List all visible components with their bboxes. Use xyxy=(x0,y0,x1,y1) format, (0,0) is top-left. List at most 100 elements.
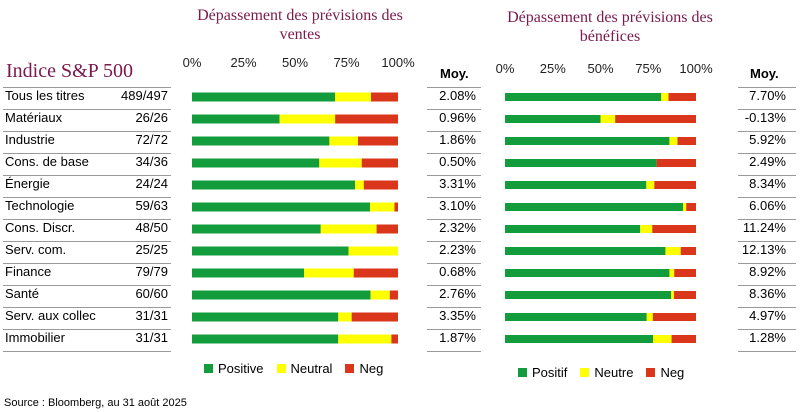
average-value: 1.28% xyxy=(749,330,786,345)
row-label: Finance xyxy=(5,264,52,279)
bar-segment-neutre xyxy=(640,225,653,233)
row-label: Tous les titres xyxy=(5,88,85,103)
bar-segment-neutral xyxy=(369,202,395,212)
legend-label: Neg xyxy=(660,365,685,380)
legend-swatch xyxy=(646,368,656,377)
average-divider xyxy=(738,175,796,176)
bar-segment-neutral xyxy=(338,334,392,344)
bar-segment-positive xyxy=(192,114,280,124)
bar-segment-neutral xyxy=(338,312,352,322)
bar-segment-positive xyxy=(192,224,321,234)
x-tick-label: 0% xyxy=(182,55,202,70)
bar-segment-neg xyxy=(361,158,398,168)
bar-segment-neg xyxy=(363,180,398,190)
legend-label: Neutral xyxy=(290,361,333,376)
row-count: 48/50 xyxy=(135,220,168,235)
row-label: Immobilier xyxy=(5,330,65,345)
stacked-bar-plot xyxy=(192,92,398,344)
bar-segment-neutre xyxy=(600,115,616,123)
row-divider xyxy=(3,351,171,352)
x-tick-label: 75% xyxy=(635,61,662,76)
bar-segment-neg xyxy=(668,93,696,101)
average-value: 12.13% xyxy=(741,242,786,257)
bar-segment-neutre xyxy=(665,247,681,255)
bar-segment-positive xyxy=(192,92,336,102)
average-divider xyxy=(738,153,796,154)
legend-item: Neutre xyxy=(580,365,633,380)
average-divider xyxy=(427,109,481,110)
row-count: 25/25 xyxy=(135,242,168,257)
row-label: Santé xyxy=(5,286,39,301)
bar-segment-positif xyxy=(505,115,601,123)
row-divider xyxy=(3,285,171,286)
average-value: 3.10% xyxy=(439,198,476,213)
bar-segment-neg xyxy=(391,334,398,344)
x-tick-label: 25% xyxy=(230,55,257,70)
average-divider xyxy=(738,329,796,330)
average-value: 2.76% xyxy=(439,286,476,301)
legend-label: Positive xyxy=(218,361,264,376)
row-divider xyxy=(3,153,171,154)
bar-segment-positive xyxy=(192,312,339,322)
average-value: 2.32% xyxy=(439,220,476,235)
row-divider xyxy=(3,131,171,132)
average-divider xyxy=(738,87,796,88)
average-divider xyxy=(427,351,481,352)
legend-item: Positif xyxy=(518,365,567,380)
bar-segment-neg xyxy=(671,335,696,343)
bar-segment-neg xyxy=(674,269,696,277)
bar-segment-neg xyxy=(615,115,696,123)
average-value: 11.24% xyxy=(742,220,786,235)
bar-segment-positif xyxy=(505,225,641,233)
average-divider xyxy=(427,263,481,264)
bar-segment-neg xyxy=(680,247,696,255)
bar-segment-neutre xyxy=(653,335,672,343)
row-divider xyxy=(3,109,171,110)
bar-segment-neg xyxy=(371,92,398,102)
source-note: Source : Bloomberg, au 31 août 2025 xyxy=(4,397,187,409)
row-divider xyxy=(3,175,171,176)
legend-item: Neg xyxy=(646,365,684,380)
average-value: 8.92% xyxy=(749,264,786,279)
bar-segment-neg xyxy=(376,224,398,234)
legend-swatch xyxy=(580,368,590,377)
average-divider xyxy=(738,241,796,242)
x-tick-label: 75% xyxy=(333,55,360,70)
x-tick-label: 50% xyxy=(281,55,309,70)
x-tick-label: 25% xyxy=(539,61,566,76)
bar-segment-neg xyxy=(686,203,696,211)
bar-segment-positif xyxy=(505,335,654,343)
legend-label: Neutre xyxy=(594,365,634,380)
legend-swatch xyxy=(345,364,355,373)
bar-segment-neutre xyxy=(661,93,669,101)
row-count: 79/79 xyxy=(135,264,168,279)
average-value: 1.86% xyxy=(439,132,476,147)
bar-segment-neutral xyxy=(355,180,364,190)
bar-segment-neutral xyxy=(319,158,362,168)
legend-item: Neg xyxy=(345,361,383,376)
bar-segment-neg xyxy=(654,181,696,189)
row-count: 489/497 xyxy=(121,88,168,103)
earnings-chart-title: Dépassement des prévisions des bénéfices xyxy=(507,9,713,45)
legend-item: Positive xyxy=(204,361,264,376)
average-value: 2.08% xyxy=(439,88,476,103)
bar-segment-neutral xyxy=(320,224,377,234)
average-value: 0.50% xyxy=(439,154,476,169)
bar-segment-positif xyxy=(505,313,647,321)
average-divider xyxy=(738,219,796,220)
legend-swatch xyxy=(276,364,286,373)
row-divider xyxy=(3,263,171,264)
average-divider xyxy=(427,131,481,132)
chart-legend: Positif Neutre Neg xyxy=(518,365,697,380)
bar-segment-neutral xyxy=(348,246,398,256)
bar-segment-positive xyxy=(192,246,349,256)
bar-segment-positive xyxy=(192,268,305,278)
average-divider xyxy=(427,307,481,308)
row-label: Cons. de base xyxy=(5,154,89,169)
average-value: 8.36% xyxy=(749,286,786,301)
sales-average-header: Moy. xyxy=(440,66,469,81)
bar-segment-neutral xyxy=(335,92,372,102)
x-tick-label: 100% xyxy=(381,55,415,70)
average-value: 6.06% xyxy=(749,198,786,213)
bar-segment-neg xyxy=(351,312,398,322)
